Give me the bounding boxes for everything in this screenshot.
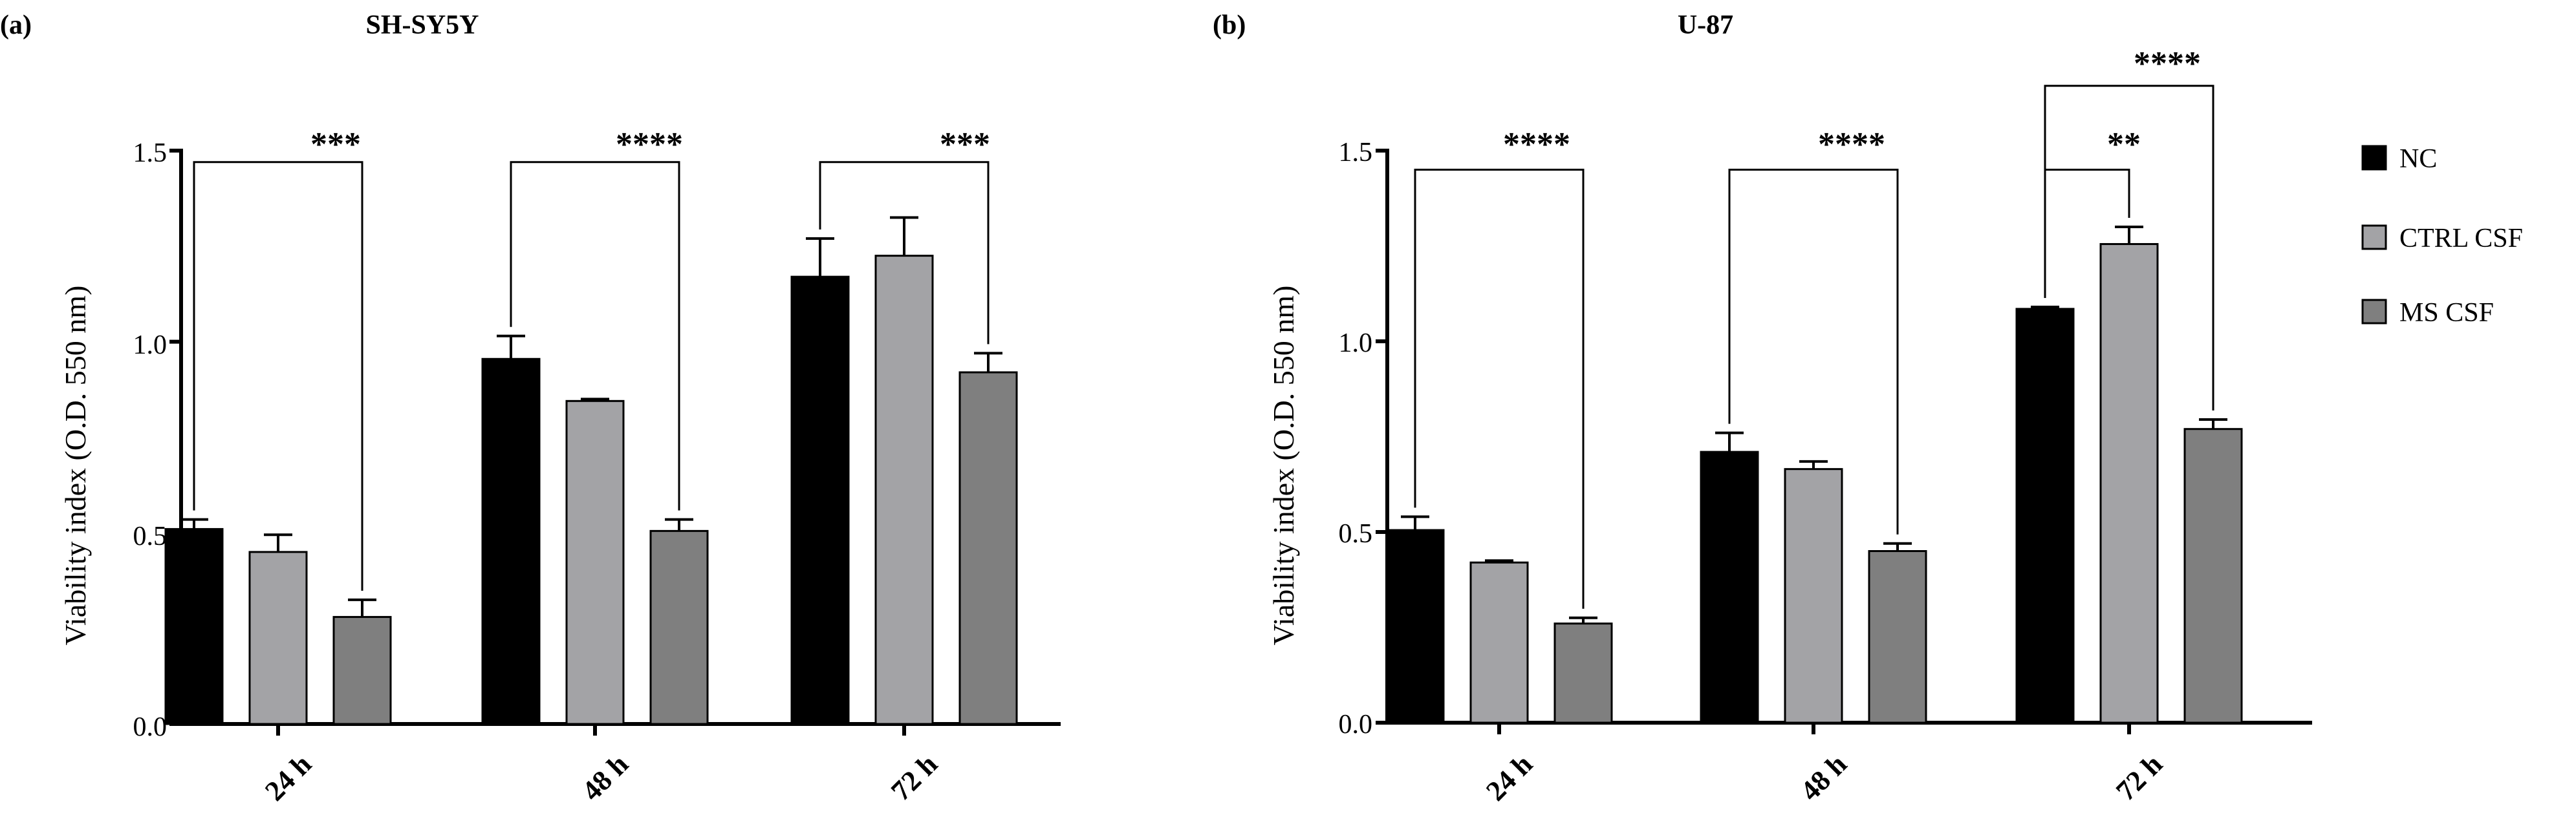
significance-bracket-72-h-2 [819,161,990,345]
panel-label-a: (a) [0,10,32,40]
panel-sh-sy5y: (a) SH-SY5Y Viability index (O.D. 550 nm… [0,10,1061,807]
legend-swatch-nc [2361,145,2387,171]
legend-label-ctrl-csf: CTRL CSF [2399,224,2523,253]
legend-label-ms-csf: MS CSF [2399,298,2494,328]
significance-label-72h-ms: **** [2134,45,2201,82]
x-tick-label-48h: 48 h [1794,748,1853,807]
x-tick-label-72h: 72 h [2110,748,2169,807]
legend-label-nc: NC [2399,144,2437,174]
legend-swatch-ms-csf [2361,299,2387,325]
y-tick-label-0-5: 0.5 [133,522,168,551]
x-tick-label-24h: 24 h [259,748,318,807]
significance-label-48h: **** [1818,126,1885,163]
y-tick-label-0-0: 0.0 [133,712,168,742]
panel-label-b: (b) [1213,10,1246,40]
bar-ctrl-csf-48-h [565,399,625,725]
y-tick-label-0-0: 0.0 [1339,710,1373,740]
bar-ctrl-csf-72-h [874,255,934,725]
y-axis-label-sh-sy5y: Viability index (O.D. 550 nm) [59,286,92,646]
bar-nc-24-h [164,527,224,725]
bars-sh-sy5y [164,149,1061,736]
significance-label-72h-ctrl: ** [2107,126,2141,163]
legend-swatch-ctrl-csf [2361,224,2387,250]
bar-nc-24-h [1385,529,1445,724]
bar-nc-48-h [481,357,541,725]
y-tick-label-0-5: 0.5 [1339,519,1373,549]
chart-title-u-87: U-87 [1678,10,1733,40]
bar-ms-csf-24-h [332,615,392,725]
y-tick-label-1-0: 1.0 [1339,328,1373,358]
bar-ctrl-csf-72-h [2099,243,2159,724]
y-axis-label-u-87: Viability index (O.D. 550 nm) [1267,286,1300,646]
bar-ms-csf-72-h [2183,428,2243,724]
bar-ctrl-csf-24-h [1469,561,1529,724]
bar-nc-48-h [1700,451,1759,724]
significance-bracket-72-h-3 [2044,85,2214,410]
bar-nc-72-h [790,275,850,725]
significance-label-48h: **** [616,126,683,163]
panel-u-87: (b) U-87 Viability index (O.D. 550 nm) 1… [1213,10,2312,807]
y-tick-label-1-5: 1.5 [133,138,168,168]
bar-ctrl-csf-24-h [248,551,308,725]
significance-label-24h: **** [1503,126,1570,163]
legend: NC CTRL CSF MS CSF [2361,144,2523,328]
bar-ctrl-csf-48-h [1784,468,1843,724]
bar-ms-csf-48-h [1868,550,1927,724]
significance-label-24h: *** [310,126,361,163]
significance-bracket-24-h-0 [1414,169,1585,609]
bar-ms-csf-72-h [958,371,1018,725]
x-tick-label-48h: 48 h [576,748,634,807]
bar-ms-csf-24-h [1553,622,1613,724]
significance-bracket-24-h-0 [193,161,363,591]
significance-bracket-48-h-1 [510,161,680,511]
y-tick-label-1-5: 1.5 [1339,138,1373,167]
significance-bracket-48-h-1 [1728,169,1899,535]
x-tick-label-72h: 72 h [885,748,944,807]
significance-label-72h: *** [940,126,990,163]
x-tick-label-24h: 24 h [1480,748,1539,807]
bar-nc-72-h [2015,308,2075,724]
y-tick-label-1-0: 1.0 [133,330,168,360]
bars-u-87 [1376,85,2312,734]
bar-ms-csf-48-h [649,529,709,725]
chart-title-sh-sy5y: SH-SY5Y [365,10,479,40]
